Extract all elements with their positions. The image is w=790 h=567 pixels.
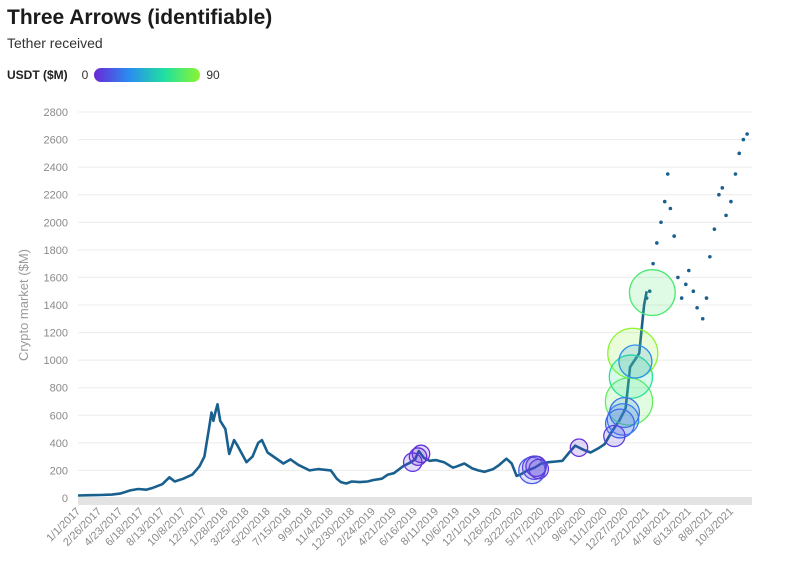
series-dots	[644, 132, 749, 321]
y-tick-label: 1200	[44, 328, 68, 340]
y-grid	[78, 111, 752, 505]
y-tick-label: 400	[50, 438, 68, 450]
baseline-band	[78, 497, 752, 505]
y-tick-labels: 0 200 400 600 800 1000 1200 1400 1600 1800 2000 220…	[44, 107, 68, 505]
series-dot	[729, 199, 733, 204]
y-tick-label: 800	[50, 383, 68, 395]
series-dot	[695, 305, 699, 310]
y-tick-label: 2600	[44, 135, 68, 147]
series-dot	[662, 199, 667, 204]
series-dot	[668, 206, 673, 211]
series-dot	[644, 296, 649, 300]
series-dot	[659, 220, 663, 225]
series-dot	[684, 282, 688, 287]
series-dot	[687, 268, 691, 273]
usdt-bubbles	[402, 269, 676, 485]
chart-title: Three Arrows (identifiable)	[7, 6, 273, 29]
series-dot	[651, 261, 655, 266]
usdt-bubble	[528, 458, 550, 480]
chart-subtitle: Tether received	[7, 35, 103, 51]
y-tick-label: 0	[62, 493, 68, 505]
x-tick-labels: 1/1/20172/26/20174/23/20176/18/20178/13/…	[44, 506, 736, 553]
y-tick-label: 1800	[44, 245, 68, 257]
usdt-bubble	[603, 424, 626, 448]
series-dot	[712, 227, 717, 231]
y-tick-label: 2000	[44, 217, 68, 229]
usdt-bubble	[608, 396, 641, 429]
series-line	[77, 290, 648, 497]
series-dot	[647, 289, 652, 294]
usdt-bubble	[411, 444, 431, 464]
series-dot	[737, 151, 742, 156]
series-dot	[724, 213, 728, 218]
usdt-bubble	[604, 377, 654, 426]
y-tick-label: 2400	[44, 162, 68, 174]
legend-min-label: 0	[81, 68, 89, 82]
series-dot	[672, 234, 676, 238]
series-dot	[704, 296, 709, 300]
y-tick-label: 2200	[44, 190, 68, 202]
usdt-bubble	[569, 438, 589, 458]
series-dot	[745, 132, 749, 136]
y-tick-label: 2800	[44, 107, 68, 119]
series-dot	[733, 172, 738, 176]
y-tick-label: 1000	[44, 355, 68, 367]
usdt-bubble	[408, 447, 428, 466]
color-legend: USDT ($M) 0 90	[7, 67, 220, 83]
y-tick-label: 200	[50, 465, 68, 477]
series-dot	[700, 316, 705, 321]
series-dot	[741, 137, 746, 142]
usdt-bubble	[525, 455, 547, 478]
usdt-bubble	[618, 344, 653, 379]
y-tick-label: 1600	[44, 272, 68, 284]
y-axis-label: Crypto market ($M)	[16, 249, 31, 361]
series-dot	[679, 296, 684, 300]
usdt-bubble	[628, 269, 676, 317]
legend-max-label: 90	[206, 68, 220, 82]
series-dot	[708, 254, 712, 259]
usdt-bubble	[606, 403, 640, 436]
series-dot	[665, 172, 670, 176]
series-dot	[720, 186, 725, 190]
legend-label: USDT ($M)	[7, 68, 68, 82]
series-dot	[717, 192, 721, 197]
series-dot	[655, 241, 659, 245]
y-tick-label: 1400	[44, 300, 68, 312]
legend-gradient-bar	[94, 68, 201, 82]
series-dot	[676, 275, 680, 280]
y-tick-label: 600	[50, 410, 68, 422]
series-dot	[691, 289, 696, 294]
usdt-bubble	[604, 408, 636, 439]
